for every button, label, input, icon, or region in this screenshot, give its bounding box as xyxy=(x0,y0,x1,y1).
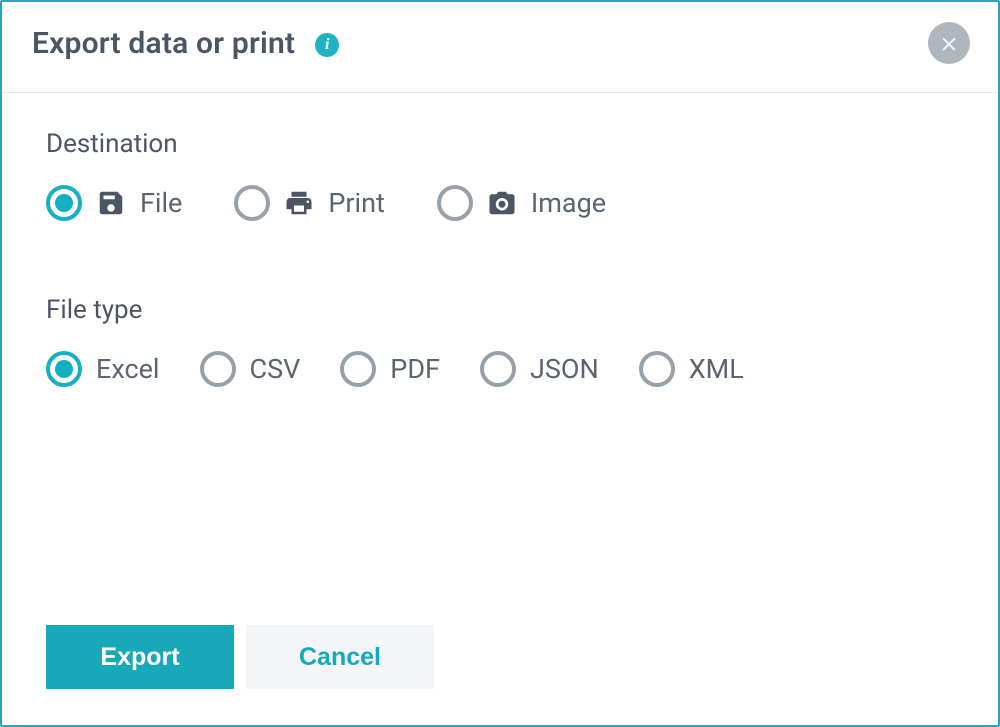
cancel-button[interactable]: Cancel xyxy=(246,625,434,689)
filetype-pdf-label: PDF xyxy=(390,353,440,385)
destination-label: Destination xyxy=(46,129,954,159)
destination-option-image[interactable]: Image xyxy=(437,185,606,221)
filetype-option-json[interactable]: JSON xyxy=(480,351,599,387)
dialog-header: Export data or print i xyxy=(2,2,998,93)
destination-option-file[interactable]: File xyxy=(46,185,182,221)
camera-icon xyxy=(487,188,517,218)
radio-file[interactable] xyxy=(46,185,82,221)
dialog-footer: Export Cancel xyxy=(2,625,998,725)
filetype-option-pdf[interactable]: PDF xyxy=(340,351,440,387)
filetype-excel-label: Excel xyxy=(96,353,160,385)
close-button[interactable] xyxy=(928,22,970,64)
destination-image-label: Image xyxy=(531,187,606,219)
destination-print-label: Print xyxy=(328,187,385,219)
radio-json[interactable] xyxy=(480,351,516,387)
destination-group: File Print Image xyxy=(46,185,954,221)
info-icon[interactable]: i xyxy=(315,33,339,57)
dialog-title-wrap: Export data or print i xyxy=(32,26,339,61)
close-icon xyxy=(939,33,959,53)
filetype-csv-label: CSV xyxy=(250,353,301,385)
save-icon xyxy=(96,188,126,218)
export-dialog: Export data or print i Destination File xyxy=(0,0,1000,727)
filetype-option-excel[interactable]: Excel xyxy=(46,351,160,387)
radio-csv[interactable] xyxy=(200,351,236,387)
filetype-json-label: JSON xyxy=(530,353,599,385)
destination-option-print[interactable]: Print xyxy=(234,185,385,221)
filetype-group: Excel CSV PDF JSON XML xyxy=(46,351,954,387)
destination-file-label: File xyxy=(140,187,182,219)
dialog-body: Destination File Print xyxy=(2,93,998,625)
radio-xml[interactable] xyxy=(639,351,675,387)
filetype-option-csv[interactable]: CSV xyxy=(200,351,301,387)
filetype-option-xml[interactable]: XML xyxy=(639,351,744,387)
filetype-xml-label: XML xyxy=(689,353,744,385)
dialog-title: Export data or print xyxy=(32,26,295,61)
export-button[interactable]: Export xyxy=(46,625,234,689)
radio-print[interactable] xyxy=(234,185,270,221)
radio-pdf[interactable] xyxy=(340,351,376,387)
printer-icon xyxy=(284,188,314,218)
filetype-label: File type xyxy=(46,295,954,325)
radio-excel[interactable] xyxy=(46,351,82,387)
radio-image[interactable] xyxy=(437,185,473,221)
